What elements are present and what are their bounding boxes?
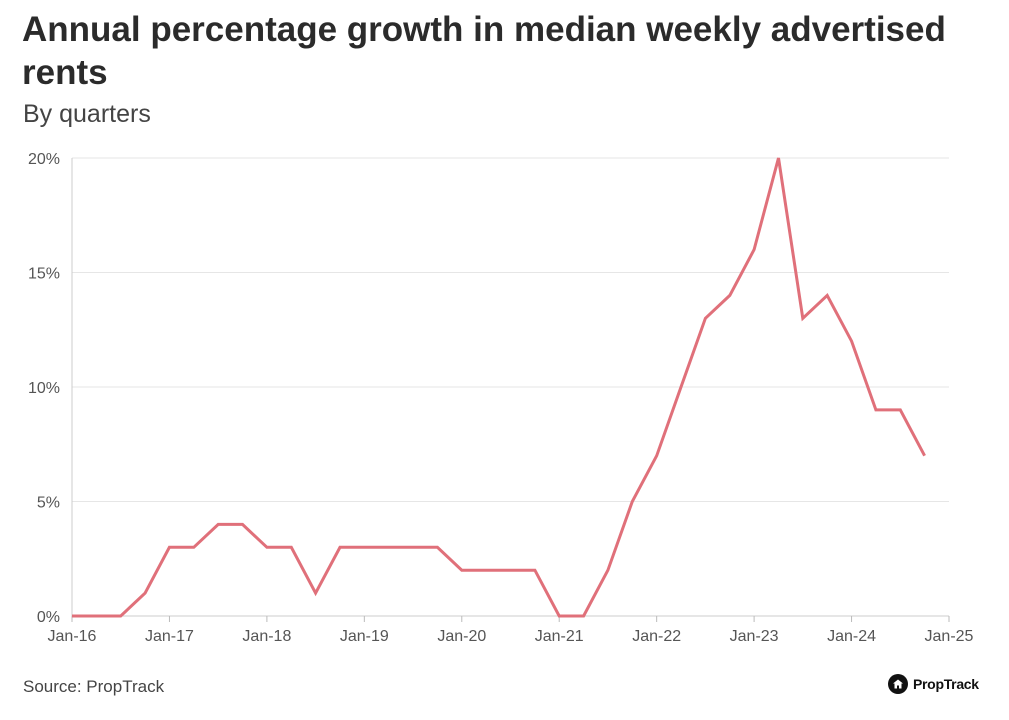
house-icon: [888, 674, 908, 694]
x-tick-label: Jan-21: [535, 628, 584, 645]
series-line-0: [72, 157, 926, 618]
y-axis-tick-labels: 0% 5% 10% 15% 20%: [28, 151, 60, 626]
y-tick-label: 20%: [28, 151, 60, 168]
y-tick-label: 15%: [28, 266, 60, 283]
x-tick-label: Jan-20: [437, 628, 486, 645]
line-chart: 0%5%10%15%20% Jan-16 Jan-17 Jan-18 Jan-19 Ja…: [28, 151, 974, 645]
chart-title: Annual percentage growth in median weekl…: [22, 10, 946, 92]
brand-name: PropTrack: [913, 676, 979, 692]
x-axis-tick-labels: Jan-16 Jan-17 Jan-18 Jan-19 Jan-20 Jan-21 Jan-…: [48, 628, 974, 645]
x-tick-label: Jan-18: [242, 628, 291, 645]
y-tick-label: 10%: [28, 380, 60, 397]
x-tick-label: Jan-25: [925, 628, 974, 645]
x-tick-label: Jan-23: [730, 628, 779, 645]
x-tick-label: Jan-24: [827, 628, 876, 645]
x-tick-label: Jan-19: [340, 628, 389, 645]
y-tick-label: 0%: [37, 609, 60, 626]
y-tick-label: 5%: [37, 495, 60, 512]
source-note: Source: PropTrack: [23, 677, 165, 696]
series-group: [72, 157, 926, 618]
x-tick-label: Jan-17: [145, 628, 194, 645]
chart-subtitle: By quarters: [23, 100, 151, 128]
x-tick-label: Jan-16: [48, 628, 97, 645]
gridlines: [72, 157, 949, 502]
x-tick-label: Jan-22: [632, 628, 681, 645]
axes: [71, 158, 950, 622]
proptrack-logo: PropTrack: [888, 674, 979, 694]
